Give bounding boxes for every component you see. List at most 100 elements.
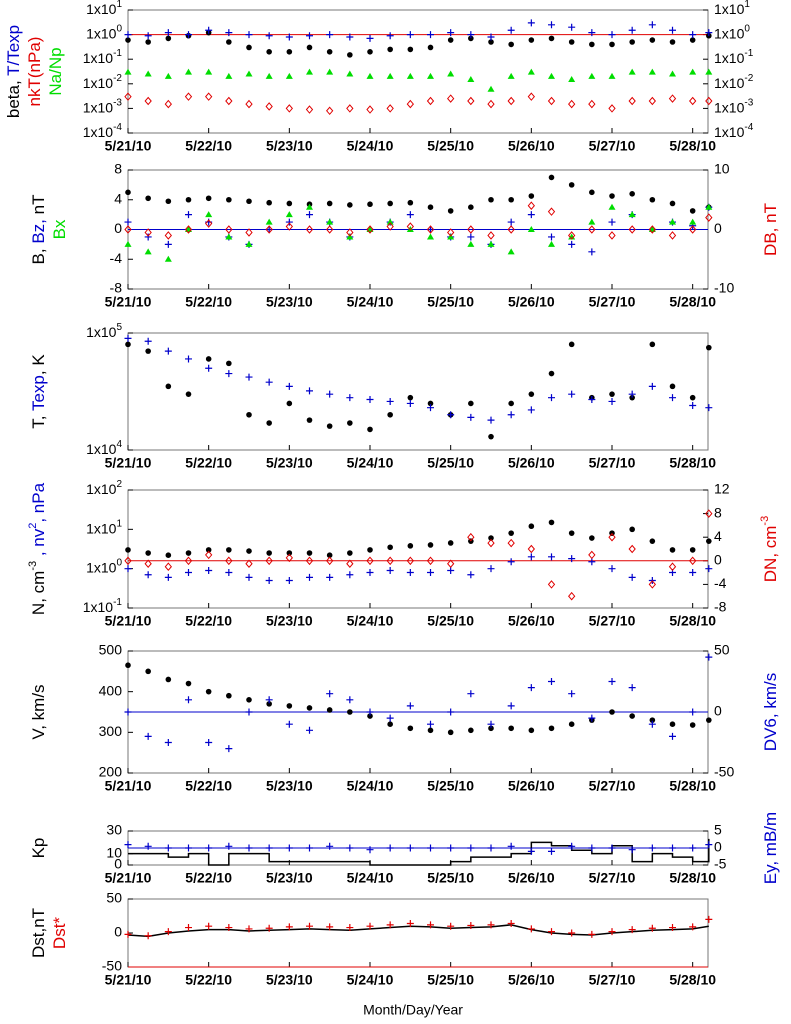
data-point	[548, 233, 556, 241]
data-point	[649, 37, 656, 43]
data-point	[265, 102, 273, 111]
data-point	[366, 396, 374, 404]
data-point	[669, 721, 676, 727]
data-point	[144, 228, 152, 237]
data-point	[487, 720, 495, 728]
data-point	[124, 240, 132, 247]
data-point	[568, 240, 576, 248]
data-point	[245, 559, 253, 569]
data-point	[346, 104, 354, 113]
y2-tick-label: -4	[714, 575, 727, 591]
data-point	[705, 96, 713, 106]
data-point	[426, 556, 435, 566]
data-point	[568, 39, 575, 45]
data-point	[285, 33, 293, 41]
axis-label: nkT(nPa)	[25, 37, 44, 107]
x-tick-label: 5/24/10	[347, 972, 394, 988]
axis-label-part: -3	[27, 561, 39, 571]
data-point	[468, 727, 474, 734]
data-point	[326, 106, 334, 116]
data-point	[488, 725, 494, 732]
y2-tick-label: 50	[714, 642, 730, 658]
data-point	[507, 248, 515, 255]
data-point	[406, 226, 414, 232]
x-tick-label: 5/23/10	[266, 613, 313, 629]
y-tick-label: 50	[106, 890, 122, 906]
data-point	[386, 104, 394, 113]
data-point	[407, 543, 414, 549]
x-tick-label: 5/28/10	[669, 455, 716, 471]
x-tick-label: 5/25/10	[427, 778, 474, 794]
data-point	[165, 35, 172, 42]
data-point	[669, 200, 676, 207]
data-point	[568, 99, 576, 109]
x-tick-label: 5/22/10	[185, 613, 232, 629]
data-point	[165, 383, 172, 390]
y-tick-label: 0	[114, 856, 122, 872]
axis-label-part: N, cm	[29, 571, 48, 615]
data-point	[608, 565, 616, 573]
data-point	[548, 678, 556, 685]
data-point	[124, 225, 132, 234]
data-point	[326, 573, 334, 581]
axis-label-part: nT	[29, 195, 48, 215]
data-point	[588, 558, 596, 566]
data-point	[669, 26, 677, 34]
data-point	[124, 31, 132, 39]
data-point	[164, 844, 172, 852]
data-point	[447, 729, 454, 736]
data-point	[285, 211, 293, 218]
data-point	[689, 37, 696, 43]
x-tick-label: 5/25/10	[427, 870, 474, 886]
data-point	[225, 556, 233, 566]
data-point	[588, 248, 596, 256]
data-point	[144, 732, 152, 740]
data-point	[205, 26, 213, 34]
data-point	[648, 96, 656, 106]
data-point	[144, 559, 152, 569]
data-point	[589, 189, 595, 196]
axis-label-part: T/Texp	[4, 25, 23, 76]
data-point	[705, 509, 713, 518]
data-point	[589, 41, 595, 48]
data-point	[406, 211, 414, 219]
data-point	[266, 550, 272, 556]
y2-tick-label: 5	[714, 822, 722, 838]
data-point	[426, 225, 435, 234]
data-point	[205, 844, 213, 852]
x-tick-label: 5/24/10	[347, 138, 394, 154]
y2-tick-label: 0	[714, 220, 722, 236]
data-point	[447, 922, 455, 930]
data-point	[225, 225, 233, 234]
data-point	[406, 72, 414, 79]
data-point	[386, 556, 394, 566]
data-point	[406, 31, 414, 39]
data-point	[608, 104, 616, 113]
data-point	[265, 218, 273, 225]
data-point	[367, 547, 373, 553]
data-point	[184, 225, 193, 234]
data-point	[326, 225, 334, 234]
data-point	[406, 556, 414, 566]
data-point	[487, 231, 495, 240]
data-point	[629, 394, 635, 401]
data-point	[165, 676, 172, 683]
data-point	[447, 70, 455, 77]
x-tick-label: 5/22/10	[185, 778, 232, 794]
data-point	[507, 702, 515, 710]
data-point	[366, 34, 374, 42]
data-point	[306, 68, 314, 75]
data-point	[366, 556, 374, 566]
data-point	[366, 105, 374, 114]
data-point	[669, 547, 676, 553]
data-point	[689, 96, 697, 106]
data-point	[246, 548, 252, 554]
data-point	[306, 32, 314, 40]
data-point	[205, 364, 213, 372]
y2-tick-label: -5	[714, 856, 727, 872]
data-point	[246, 411, 252, 418]
data-point	[386, 397, 394, 405]
data-point	[608, 678, 616, 685]
data-point	[367, 201, 373, 208]
data-point	[326, 31, 334, 39]
